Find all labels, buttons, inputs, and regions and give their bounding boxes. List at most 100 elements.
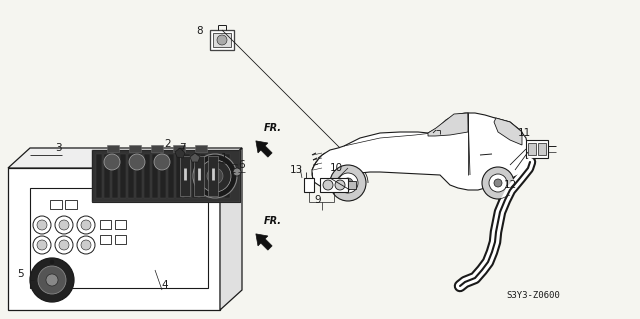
Bar <box>210 30 234 50</box>
Text: 10: 10 <box>330 163 342 173</box>
Bar <box>180 156 190 196</box>
Bar <box>216 154 222 198</box>
Bar <box>50 200 62 209</box>
Circle shape <box>233 168 241 176</box>
Polygon shape <box>8 148 242 168</box>
Circle shape <box>217 35 227 45</box>
Bar <box>538 143 546 155</box>
Bar <box>129 145 141 152</box>
Bar <box>526 140 548 158</box>
Circle shape <box>37 220 47 230</box>
Bar <box>30 188 208 288</box>
Text: 2: 2 <box>164 139 172 149</box>
Circle shape <box>343 178 353 188</box>
Bar <box>104 154 110 198</box>
Circle shape <box>129 154 145 170</box>
Circle shape <box>55 236 73 254</box>
Circle shape <box>55 216 73 234</box>
Bar <box>144 154 150 198</box>
Circle shape <box>104 154 120 170</box>
Bar <box>136 154 142 198</box>
Bar <box>184 154 190 198</box>
Circle shape <box>482 167 514 199</box>
Bar <box>194 156 204 196</box>
Bar <box>320 178 348 192</box>
Circle shape <box>37 240 47 250</box>
Circle shape <box>323 180 333 190</box>
Text: 11: 11 <box>517 128 531 138</box>
Bar <box>348 181 356 189</box>
Bar <box>304 178 314 192</box>
Bar <box>92 150 240 202</box>
Text: 5: 5 <box>17 269 23 279</box>
Text: 3: 3 <box>54 143 61 153</box>
Bar <box>115 220 126 229</box>
Bar <box>96 154 102 198</box>
Text: 9: 9 <box>315 195 321 205</box>
Bar <box>100 235 111 244</box>
Circle shape <box>207 168 223 184</box>
Polygon shape <box>8 168 220 310</box>
Circle shape <box>330 165 366 201</box>
Text: 12: 12 <box>504 180 516 190</box>
Bar <box>213 33 231 47</box>
Polygon shape <box>256 234 272 250</box>
Bar <box>160 154 166 198</box>
Text: 4: 4 <box>162 280 168 290</box>
Circle shape <box>494 179 502 187</box>
Bar <box>528 143 536 155</box>
Bar <box>208 156 218 196</box>
Circle shape <box>335 180 345 190</box>
Circle shape <box>199 160 231 192</box>
Bar <box>224 154 230 198</box>
Bar <box>210 30 234 50</box>
Bar <box>65 200 77 209</box>
Circle shape <box>81 220 91 230</box>
Bar <box>107 145 119 152</box>
Bar <box>92 150 240 202</box>
Circle shape <box>46 274 58 286</box>
Bar <box>128 154 134 198</box>
Bar <box>195 145 207 152</box>
Circle shape <box>338 173 358 193</box>
Bar <box>112 154 118 198</box>
Text: 7: 7 <box>179 143 186 153</box>
Circle shape <box>81 240 91 250</box>
Polygon shape <box>312 113 528 190</box>
Circle shape <box>33 236 51 254</box>
Circle shape <box>30 258 74 302</box>
Bar <box>192 154 198 198</box>
Text: 13: 13 <box>289 165 303 175</box>
Circle shape <box>489 174 507 192</box>
Text: FR.: FR. <box>264 216 282 226</box>
Bar <box>115 235 126 244</box>
Bar <box>151 145 163 152</box>
Bar <box>173 145 185 152</box>
Polygon shape <box>468 113 522 145</box>
Bar <box>168 154 174 198</box>
Circle shape <box>50 260 54 264</box>
Circle shape <box>154 154 170 170</box>
Circle shape <box>33 216 51 234</box>
Circle shape <box>77 236 95 254</box>
Circle shape <box>59 240 69 250</box>
Text: FR.: FR. <box>264 123 282 133</box>
Text: 1: 1 <box>221 153 227 163</box>
Text: 6: 6 <box>239 160 245 170</box>
Circle shape <box>77 216 95 234</box>
Bar <box>176 154 182 198</box>
Polygon shape <box>190 153 200 162</box>
Bar <box>120 154 126 198</box>
Bar <box>208 154 214 198</box>
Polygon shape <box>428 113 468 136</box>
Polygon shape <box>494 118 522 145</box>
Bar <box>152 154 158 198</box>
Text: S3Y3-Z0600: S3Y3-Z0600 <box>506 291 560 300</box>
Bar <box>100 220 111 229</box>
Text: 8: 8 <box>196 26 204 36</box>
Circle shape <box>193 154 237 198</box>
Circle shape <box>38 266 66 294</box>
Circle shape <box>59 220 69 230</box>
Polygon shape <box>220 148 242 310</box>
Polygon shape <box>256 141 272 157</box>
